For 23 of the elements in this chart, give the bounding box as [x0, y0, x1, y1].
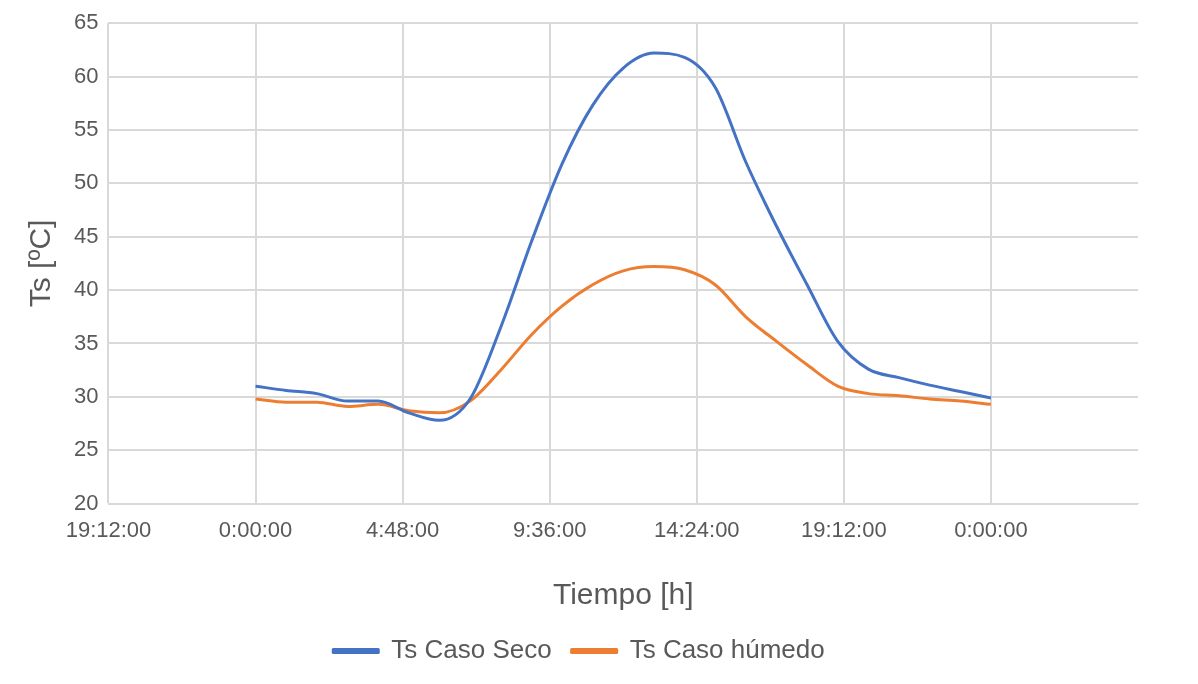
- y-tick-label: 45: [73, 222, 99, 248]
- y-tick-label: 30: [73, 382, 99, 408]
- y-tick-label: 55: [73, 116, 99, 142]
- x-tick-label: 19:12:00: [65, 516, 152, 542]
- x-tick-label: 4:48:00: [365, 516, 440, 542]
- y-tick-label: 25: [73, 436, 99, 462]
- x-axis-title: Tiempo [h]: [552, 577, 694, 611]
- x-tick-label: 14:24:00: [653, 516, 740, 542]
- x-tick-label: 9:36:00: [512, 516, 587, 542]
- x-tick-label: 0:00:00: [218, 516, 293, 542]
- y-tick-label: 35: [73, 329, 99, 355]
- y-tick-label: 50: [73, 169, 99, 195]
- y-tick-label: 20: [73, 489, 99, 515]
- legend-label: Ts Caso Seco: [391, 634, 552, 665]
- line-series: [254, 265, 993, 415]
- x-tick-label: 0:00:00: [954, 516, 1028, 542]
- legend-label: Ts Caso húmedo: [629, 634, 825, 665]
- y-tick-label: 40: [73, 276, 99, 302]
- y-tick-label: 60: [73, 62, 99, 88]
- y-axis-title: Ts [ºC]: [23, 219, 57, 308]
- y-tick-label: 65: [73, 9, 99, 35]
- x-tick-label: 19:12:00: [801, 516, 887, 542]
- line-series: [254, 51, 993, 422]
